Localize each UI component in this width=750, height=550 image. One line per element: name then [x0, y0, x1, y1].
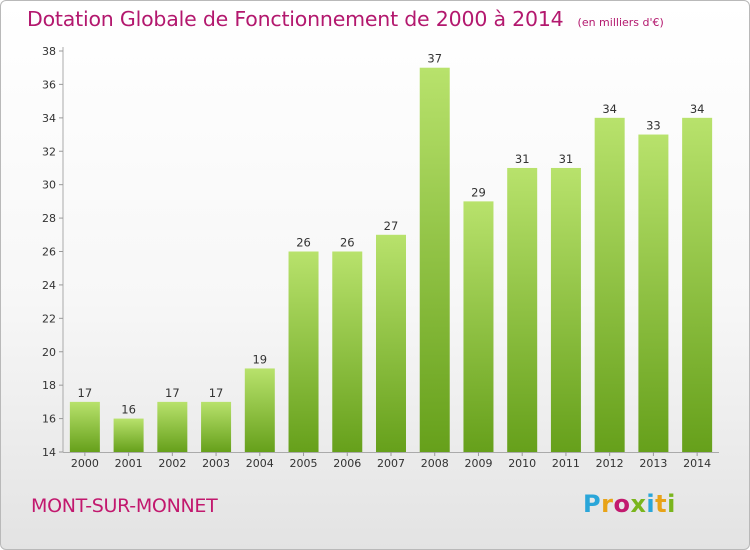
x-tick-label: 2010	[508, 457, 536, 470]
y-tick-label: 28	[42, 212, 56, 225]
x-tick-label: 2004	[246, 457, 274, 470]
y-tick-label: 32	[42, 145, 56, 158]
x-tick-label: 2002	[158, 457, 186, 470]
chart-unit-note: (en milliers d'€)	[577, 16, 664, 29]
bar	[507, 167, 538, 453]
data-label: 37	[427, 52, 442, 66]
bar	[419, 67, 450, 452]
y-tick-label: 24	[42, 279, 56, 292]
y-tick-label: 36	[42, 78, 56, 91]
x-tick-label: 2006	[333, 457, 361, 470]
bar	[157, 401, 188, 452]
bar	[288, 251, 319, 452]
y-tick-label: 18	[42, 379, 56, 392]
bar	[69, 401, 100, 452]
data-label: 26	[340, 236, 355, 250]
x-tick-label: 2009	[464, 457, 492, 470]
bar	[244, 368, 275, 452]
data-label: 34	[690, 102, 705, 116]
bar	[201, 401, 232, 452]
data-label: 19	[252, 352, 267, 366]
data-label: 31	[515, 152, 530, 166]
x-tick-label: 2005	[290, 457, 318, 470]
proxiti-logo: Proxiti	[583, 490, 676, 518]
data-label: 17	[165, 386, 180, 400]
bar	[682, 117, 713, 452]
x-tick-label: 2014	[683, 457, 711, 470]
logo-letter: x	[630, 490, 647, 518]
y-tick-label: 20	[42, 346, 56, 359]
x-tick-label: 2008	[421, 457, 449, 470]
x-tick-label: 2003	[202, 457, 230, 470]
y-tick-label: 22	[42, 312, 56, 325]
x-tick-label: 2012	[596, 457, 624, 470]
data-label: 17	[209, 386, 224, 400]
bar	[550, 167, 581, 453]
commune-name: MONT-SUR-MONNET	[31, 495, 218, 517]
chart-title: Dotation Globale de Fonctionnement de 20…	[27, 7, 664, 31]
data-label: 16	[121, 403, 136, 417]
logo-letter: i	[667, 490, 676, 518]
y-tick-label: 14	[42, 446, 56, 459]
logo-letter: o	[613, 490, 631, 518]
y-tick-label: 30	[42, 179, 56, 192]
x-tick-label: 2011	[552, 457, 580, 470]
x-tick-label: 2007	[377, 457, 405, 470]
logo-letter: r	[601, 490, 614, 518]
data-label: 17	[78, 386, 93, 400]
bar	[463, 201, 494, 452]
bar	[376, 234, 406, 452]
y-tick-label: 16	[42, 413, 56, 426]
logo-letter: i	[646, 490, 656, 518]
chart-axes: 14 16 18 20 22 24 26 28 30 32 34 36 38 2000 2001 2002 20…	[42, 45, 719, 470]
y-tick-label: 34	[42, 112, 56, 125]
chart-labels: 17 16 17 17 19 26 26 27 37 29 31 31 34 33 34	[78, 52, 705, 417]
bar	[594, 117, 625, 452]
data-label: 29	[471, 185, 486, 199]
bar	[332, 251, 363, 452]
data-label: 27	[384, 219, 399, 233]
data-label: 34	[602, 102, 617, 116]
logo-letter: t	[655, 490, 668, 518]
bar	[638, 134, 669, 452]
data-label: 33	[646, 119, 661, 133]
y-tick-label: 26	[42, 246, 56, 259]
y-tick-label: 38	[42, 45, 56, 58]
bar	[113, 418, 144, 452]
data-label: 26	[296, 236, 311, 250]
x-tick-label: 2013	[639, 457, 667, 470]
chart-bars	[69, 67, 713, 453]
logo-letter: P	[583, 490, 602, 518]
chart-title-text: Dotation Globale de Fonctionnement de 20…	[27, 7, 564, 31]
x-tick-label: 2001	[115, 457, 143, 470]
x-tick-label: 2000	[71, 457, 99, 470]
data-label: 31	[559, 152, 574, 166]
